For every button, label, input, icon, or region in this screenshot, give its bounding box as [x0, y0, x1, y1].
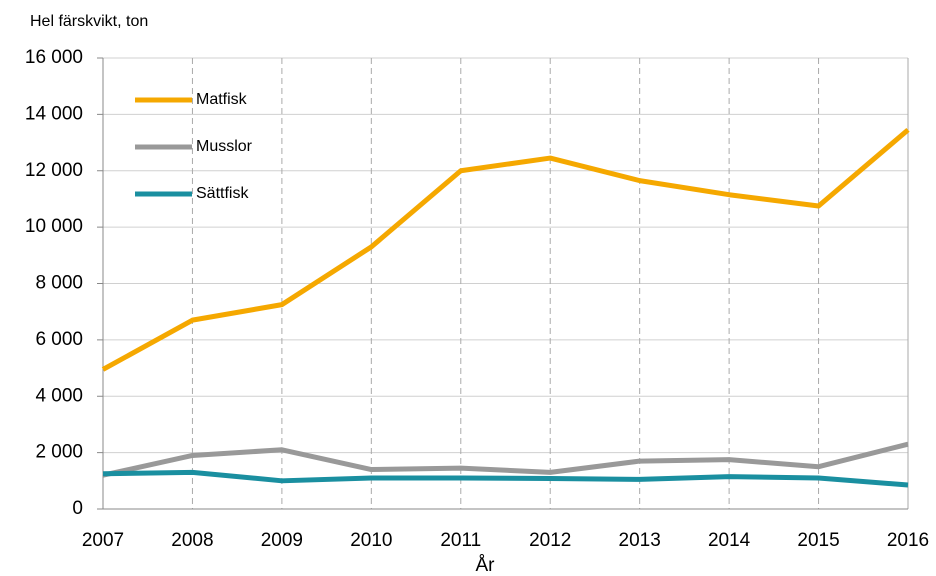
x-tick-label: 2013 [619, 530, 661, 551]
y-tick-label: 2 000 [35, 442, 83, 463]
x-tick-label: 2010 [350, 530, 392, 551]
y-axis-label: Hel färskvikt, ton [30, 13, 148, 30]
y-tick-label: 6 000 [35, 329, 83, 350]
x-tick-label: 2015 [797, 530, 839, 551]
legend-label: Musslor [196, 138, 253, 155]
x-axis-label: År [476, 555, 496, 576]
y-tick-label: 0 [72, 498, 83, 519]
y-tick-label: 16 000 [25, 47, 83, 68]
y-tick-label: 4 000 [35, 385, 83, 406]
x-tick-label: 2016 [887, 530, 929, 551]
y-tick-label: 10 000 [25, 216, 83, 237]
legend-label: Sättfisk [196, 185, 249, 202]
x-tick-label: 2012 [529, 530, 571, 551]
x-tick-label: 2011 [440, 530, 481, 551]
series-line [101, 127, 910, 372]
y-tick-label: 8 000 [35, 273, 83, 294]
y-tick-label: 14 000 [25, 103, 83, 124]
x-tick-label: 2008 [171, 530, 213, 551]
x-tick-label: 2009 [261, 530, 303, 551]
x-tick-label: 2007 [82, 530, 124, 551]
legend-label: Matfisk [196, 91, 248, 108]
x-tick-label: 2014 [708, 530, 751, 551]
y-tick-label: 12 000 [25, 160, 83, 181]
series-line [102, 441, 909, 478]
series-line [102, 469, 909, 488]
